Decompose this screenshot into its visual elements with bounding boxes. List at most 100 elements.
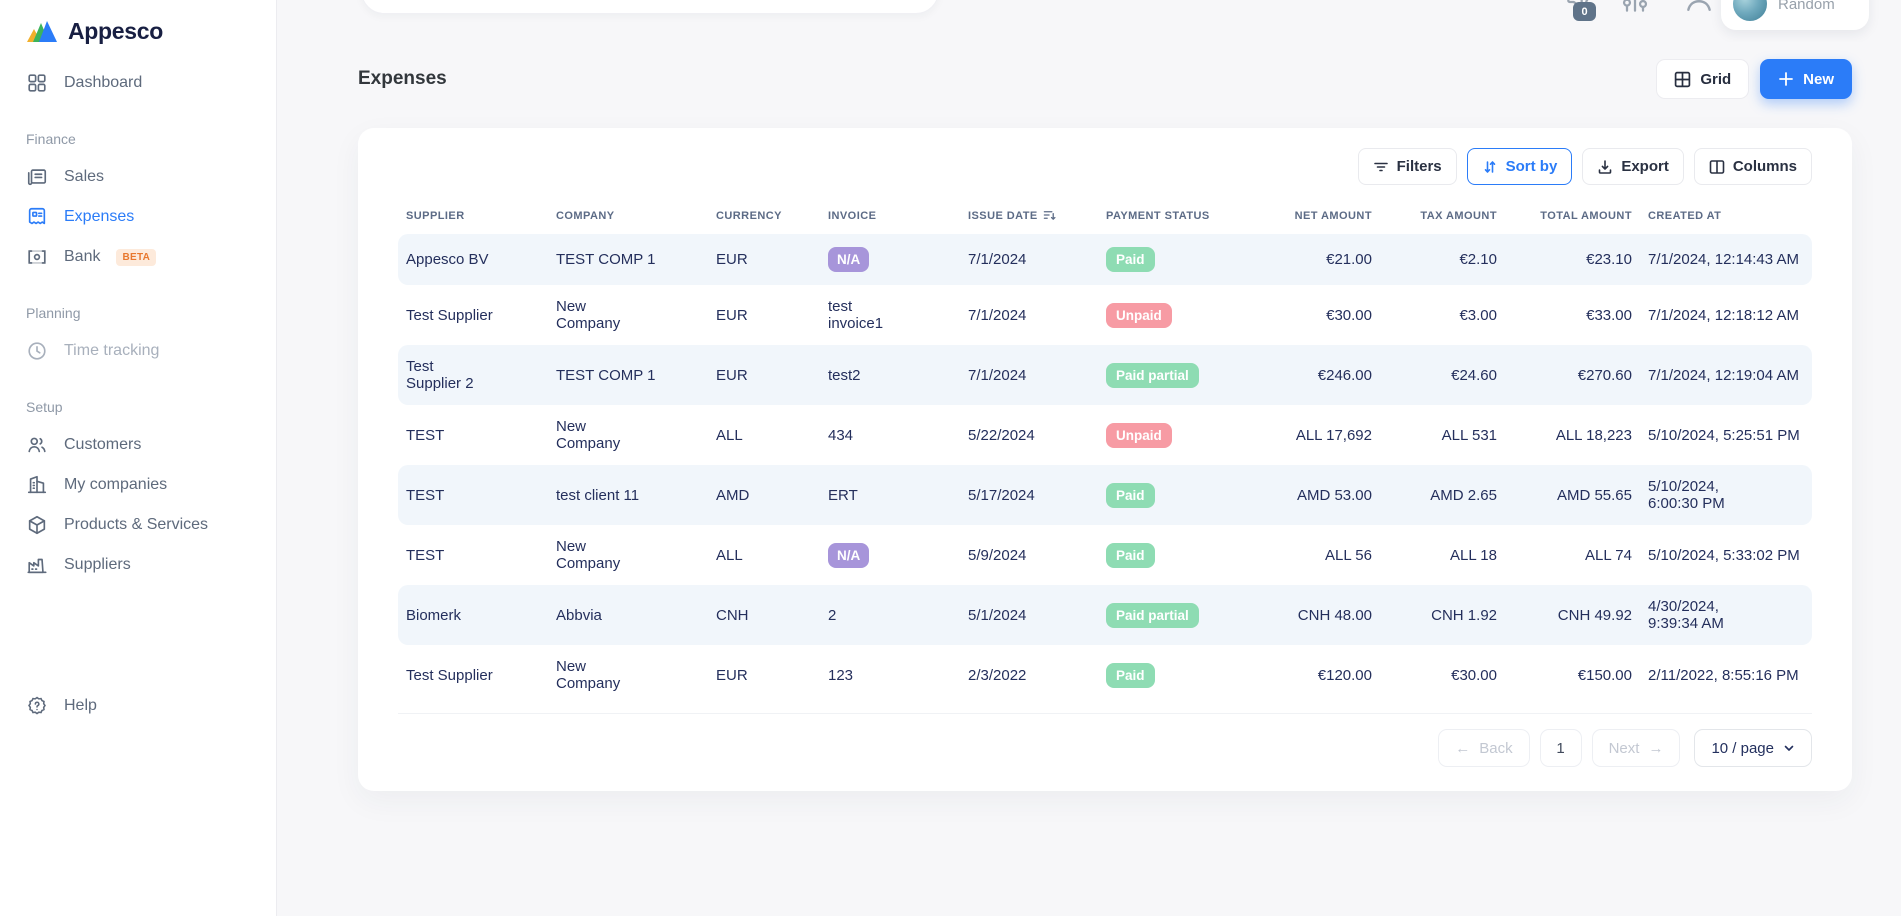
cell-payment-status: Paid [1098, 465, 1260, 525]
status-badge: Unpaid [1106, 422, 1172, 448]
cell-tax-amount: CNH 1.92 [1431, 606, 1497, 624]
notification-count-badge[interactable]: 0 [1573, 2, 1596, 21]
sidebar-item-label: Expenses [64, 208, 135, 225]
sidebar-item-products-services[interactable]: Products & Services [0, 505, 276, 545]
bank-icon [28, 250, 46, 264]
cell-invoice: 434 [828, 426, 854, 444]
brand-name: Appesco [68, 18, 164, 44]
new-expense-button[interactable]: New [1760, 59, 1852, 99]
chevron-down-icon [1784, 745, 1794, 751]
sidebar-item-customers[interactable]: Customers [0, 425, 276, 465]
sort-icon [1484, 160, 1495, 173]
export-button[interactable]: Export [1582, 148, 1684, 185]
page-title: Expenses [358, 68, 447, 89]
col-header-issue-date[interactable]: ISSUE DATE [960, 197, 1098, 234]
cell-total-amount: AMD 55.65 [1556, 486, 1632, 504]
status-badge: Paid partial [1106, 362, 1199, 388]
col-header-supplier: SUPPLIER [406, 209, 465, 222]
sort-order-icon [1043, 211, 1056, 220]
cell-created-at: 7/1/2024, 12:14:43 AM [1648, 251, 1799, 268]
expenses-card: Filters Sort by Export [358, 128, 1852, 791]
sidebar-item-bank[interactable]: Bank BETA [0, 237, 276, 277]
cell-company: TEST COMP 1 [556, 366, 656, 384]
cell-issue-date: 2/3/2022 [968, 666, 1027, 684]
cell-created-at: 5/10/2024, 5:25:51 PM [1648, 426, 1800, 444]
cell-supplier: Appesco BV [406, 251, 489, 268]
sidebar-item-suppliers[interactable]: Suppliers [0, 545, 276, 585]
user-name: Random [1778, 0, 1835, 13]
avatar [1733, 0, 1767, 21]
filters-button[interactable]: Filters [1357, 148, 1457, 185]
sidebar-section-finance: Finance [26, 131, 76, 147]
cell-payment-status: Paid partial [1098, 345, 1260, 405]
dashboard-icon [28, 74, 46, 92]
table-row[interactable]: TEST test client 11 AMD ERT 5/17/2024 Pa… [398, 465, 1812, 525]
columns-icon [1709, 159, 1725, 174]
cell-issue-date: 5/9/2024 [968, 546, 1027, 564]
cell-supplier: Biomerk [406, 606, 462, 624]
sidebar-item-time-tracking[interactable]: Time tracking [0, 331, 276, 371]
back-label: Back [1479, 739, 1513, 757]
cell-total-amount: €33.00 [1586, 306, 1632, 324]
pagination-back-button[interactable]: ← Back [1438, 729, 1530, 767]
cell-currency: EUR [716, 366, 748, 384]
cell-supplier: TEST [406, 486, 445, 504]
status-badge: Unpaid [1106, 302, 1172, 328]
app-logo[interactable]: Appesco [0, 12, 276, 63]
user-circle-icon[interactable] [1682, 0, 1716, 14]
table-row[interactable]: Biomerk Abbvia CNH 2 5/1/2024 Paid parti… [398, 585, 1812, 645]
factory-icon [27, 558, 47, 574]
export-label: Export [1621, 158, 1669, 175]
table-row[interactable]: TEST New Company ALL 434 5/22/2024 Unpai… [398, 405, 1812, 465]
sidebar-item-my-companies[interactable]: My companies [0, 465, 276, 505]
filters-label: Filters [1396, 158, 1442, 175]
filters-icon [1373, 162, 1388, 171]
sidebar-item-expenses[interactable]: Expenses [0, 197, 276, 237]
cell-invoice: ERT [828, 486, 858, 504]
cell-net-amount: AMD 53.00 [1296, 486, 1372, 504]
header-actions: Grid New [1656, 59, 1852, 99]
col-header-company: COMPANY [556, 209, 615, 222]
cell-tax-amount: €2.10 [1459, 251, 1497, 268]
page-size-select[interactable]: 10 / page [1694, 729, 1812, 767]
table-row[interactable]: Appesco BV TEST COMP 1 EUR N/A 7/1/2024 … [398, 234, 1812, 285]
table-row[interactable]: Test Supplier 2 TEST COMP 1 EUR test2 7/… [398, 345, 1812, 405]
cell-net-amount: €246.00 [1317, 366, 1372, 384]
cell-tax-amount: ALL 531 [1441, 426, 1497, 444]
cell-currency: EUR [716, 306, 748, 324]
user-menu[interactable]: Random [1721, 0, 1869, 30]
clock-icon [28, 342, 46, 360]
pagination-next-button[interactable]: Next → [1591, 729, 1681, 767]
search-input[interactable] [361, 0, 939, 14]
table-row[interactable]: TEST New Company ALL N/A 5/9/2024 Paid A… [398, 525, 1812, 585]
cell-total-amount: ALL 74 [1585, 546, 1632, 564]
sidebar-item-sales[interactable]: Sales [0, 157, 276, 197]
cell-net-amount: €30.00 [1326, 306, 1372, 324]
settings-sliders-icon[interactable] [1619, 0, 1651, 16]
cell-invoice: N/A [820, 525, 960, 585]
sidebar-item-dashboard[interactable]: Dashboard [0, 63, 276, 103]
grid-view-button[interactable]: Grid [1656, 59, 1750, 99]
help-icon [28, 696, 46, 715]
page-size-label: 10 / page [1711, 739, 1774, 757]
cell-company: test client 11 [556, 486, 640, 504]
sort-by-button[interactable]: Sort by [1466, 148, 1573, 185]
table-row[interactable]: Test Supplier New Company EUR test invoi… [398, 285, 1812, 345]
expenses-table: SUPPLIER COMPANY CURRENCY INVOICE ISSUE … [398, 197, 1812, 705]
pagination-page-1[interactable]: 1 [1539, 729, 1582, 767]
col-header-invoice: INVOICE [828, 209, 877, 222]
cell-created-at: 5/10/2024, 6:00:30 PM [1648, 478, 1725, 512]
grid-icon [1675, 71, 1691, 87]
sales-icon [27, 169, 47, 186]
cell-supplier: Test Supplier [406, 666, 493, 684]
arrow-left-icon: ← [1455, 739, 1471, 757]
arrow-right-icon: → [1648, 739, 1664, 757]
cell-created-at: 4/30/2024, 9:39:34 AM [1648, 598, 1724, 632]
cell-issue-date: 5/22/2024 [968, 426, 1035, 444]
col-header-net-amount: NET AMOUNT [1294, 209, 1372, 222]
grid-button-label: Grid [1700, 70, 1732, 88]
sidebar-item-help[interactable]: Help [0, 686, 276, 726]
table-row[interactable]: Test Supplier New Company EUR 123 2/3/20… [398, 645, 1812, 705]
cell-company: New Company [556, 658, 621, 692]
columns-button[interactable]: Columns [1693, 148, 1812, 185]
